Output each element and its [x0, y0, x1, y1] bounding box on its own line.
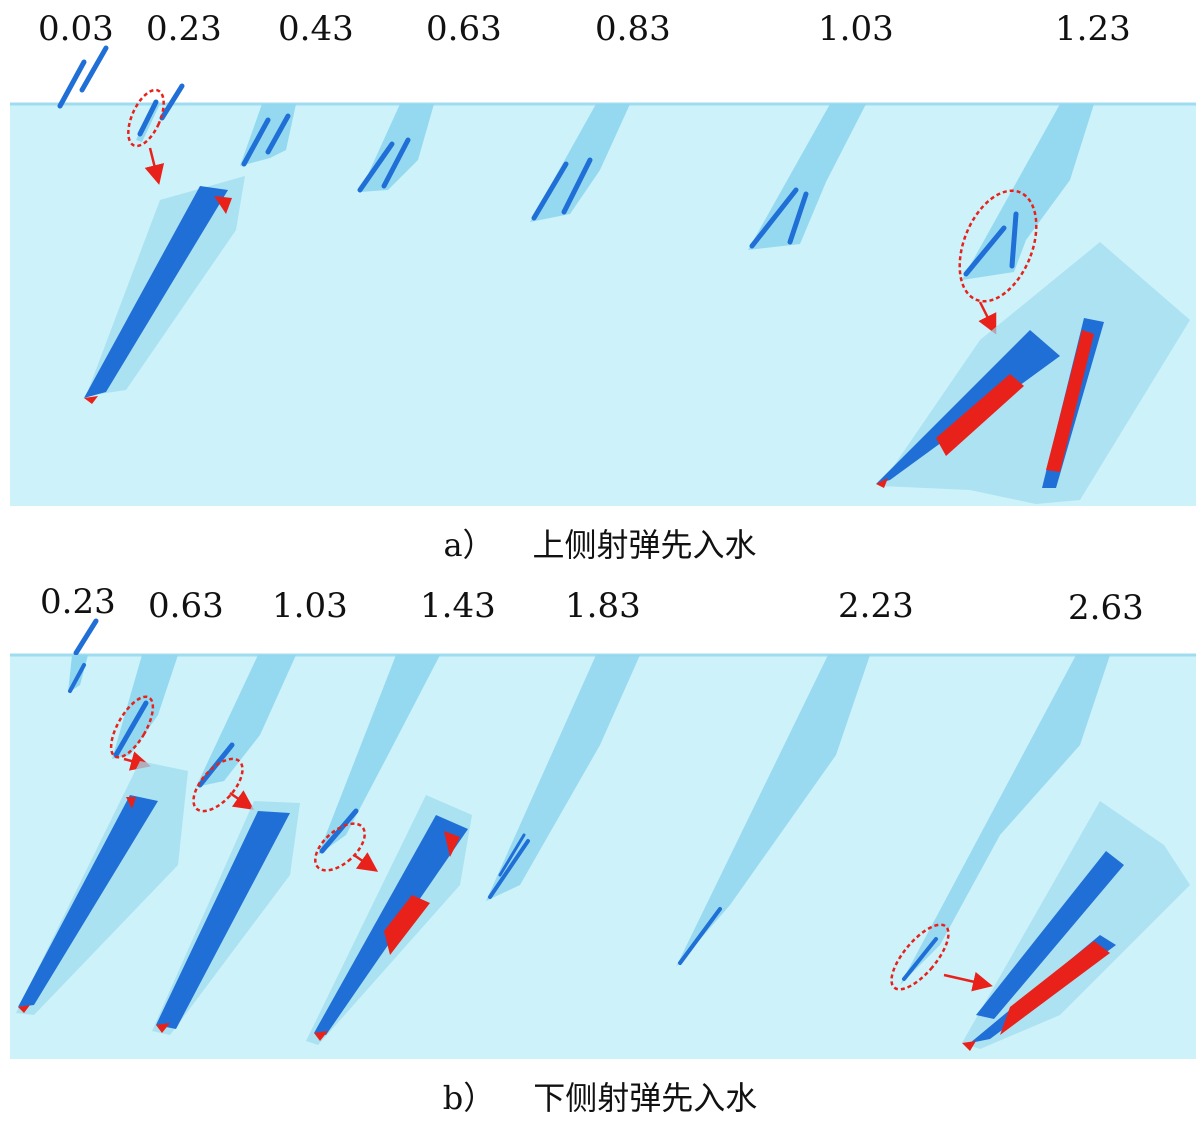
panel-a-drawing — [10, 45, 1196, 504]
time-label-b-2: 0.63 — [148, 586, 224, 626]
caption-b: b） 下侧射弹先入水 — [0, 1073, 1200, 1119]
time-label-b-7: 2.63 — [1068, 588, 1144, 628]
panel-b-drawing — [10, 618, 1196, 1051]
cavity-pair-a-4 — [357, 104, 434, 193]
cavity-pair-b-4 — [314, 655, 440, 872]
cavity-pair-b-6 — [676, 655, 870, 967]
zoom-inset-a-1 — [84, 176, 245, 404]
projectile-pair-a-1 — [57, 45, 109, 109]
cavity-pair-a-5 — [530, 104, 630, 222]
time-label-a-6: 1.03 — [818, 9, 894, 49]
projectile-pair-a-2 — [127, 83, 185, 185]
cavity-pair-a-6 — [748, 104, 866, 250]
time-label-b-4: 1.43 — [420, 586, 496, 626]
highlight-circle-b-2 — [192, 757, 244, 813]
caption-text-a: 上侧射弹先入水 — [532, 526, 757, 564]
panel-b: 0.23 0.63 1.03 1.43 1.83 2.23 2.63 — [0, 575, 1200, 1123]
caption-letter-a: a） — [443, 526, 495, 564]
time-label-b-3: 1.03 — [272, 586, 348, 626]
zoom-inset-a-2 — [876, 242, 1190, 504]
highlight-circle-a-2 — [958, 189, 1038, 303]
cavity-pair-a-7 — [958, 104, 1094, 335]
cavity-pair-b-7 — [890, 655, 1110, 992]
time-label-b-1: 0.23 — [40, 582, 116, 622]
caption-letter-b: b） — [442, 1079, 496, 1117]
time-label-a-2: 0.23 — [146, 9, 222, 49]
zoom-inset-b-3 — [306, 795, 472, 1045]
time-label-b-5: 1.83 — [565, 586, 641, 626]
cavity-pair-a-3 — [240, 104, 296, 167]
time-label-a-5: 0.83 — [595, 9, 671, 49]
caption-a: a） 上侧射弹先入水 — [0, 520, 1200, 566]
time-label-b-6: 2.23 — [838, 586, 914, 626]
time-label-a-3: 0.43 — [278, 9, 354, 49]
zoom-inset-b-1 — [16, 761, 188, 1015]
highlight-circle-b-3 — [314, 822, 366, 872]
cavity-pair-b-2 — [109, 655, 178, 771]
time-label-a-7: 1.23 — [1055, 9, 1131, 49]
highlight-circle-b-4 — [890, 923, 950, 991]
time-label-a-4: 0.63 — [426, 9, 502, 49]
zoom-inset-b-4 — [962, 801, 1190, 1051]
time-label-a-1: 0.03 — [38, 9, 114, 49]
zoom-inset-b-2 — [152, 801, 300, 1035]
cavity-pair-b-5 — [486, 655, 640, 901]
panel-a: 0.03 0.23 0.43 0.63 0.83 1.03 1.23 — [0, 0, 1200, 564]
cavity-pair-b-3 — [192, 655, 296, 813]
projectile-pair-b-1 — [68, 618, 99, 693]
highlight-circle-b-1 — [109, 695, 155, 759]
caption-text-b: 下侧射弹先入水 — [533, 1079, 758, 1117]
highlight-circle-a-1 — [127, 88, 165, 148]
